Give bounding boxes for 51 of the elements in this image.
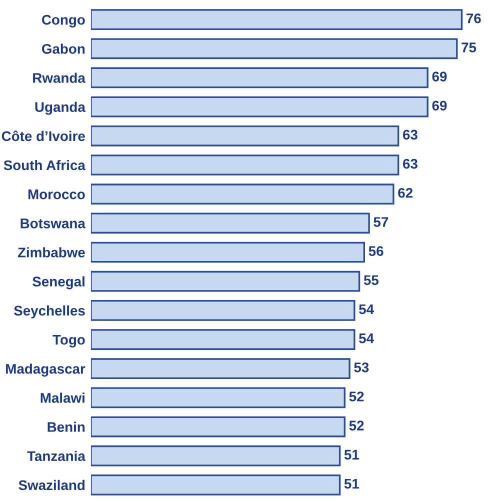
- bar: [90, 270, 360, 292]
- data-label: 51: [344, 450, 360, 460]
- bar: [90, 387, 346, 408]
- y-tick-label: Seychelles: [14, 305, 85, 318]
- data-label: 54: [359, 304, 374, 314]
- data-label: 51: [344, 478, 360, 489]
- data-label: 53: [354, 362, 369, 372]
- data-label: 63: [403, 130, 418, 140]
- y-tick-label: Zimbabwe: [18, 247, 85, 258]
- data-label: 76: [466, 13, 481, 24]
- bar: [90, 154, 400, 176]
- bar: [90, 445, 341, 466]
- bar: [90, 38, 458, 60]
- y-tick-label: South Africa: [4, 160, 86, 170]
- bar: [90, 9, 463, 30]
- bar: [90, 184, 394, 205]
- y-tick-label: Congo: [42, 14, 85, 28]
- data-label: 63: [403, 158, 418, 169]
- y-tick-label: Swaziland: [18, 480, 84, 490]
- data-label: 52: [349, 392, 364, 402]
- y-tick-label: Rwanda: [33, 72, 86, 83]
- data-label: 54: [359, 334, 374, 344]
- y-tick-label: Benin: [48, 422, 85, 432]
- bar: [90, 329, 356, 350]
- y-tick-label: Tanzania: [27, 450, 86, 462]
- bar: [90, 125, 400, 146]
- y-tick-label: Togo: [52, 334, 85, 348]
- y-tick-label: Gabon: [42, 44, 85, 54]
- data-label: 57: [374, 217, 388, 227]
- bar: [90, 474, 341, 496]
- y-tick-label: Madagascar: [6, 364, 86, 377]
- bar: [90, 300, 356, 321]
- y-tick-label: Morocco: [28, 190, 85, 200]
- y-tick-label: Uganda: [35, 102, 86, 115]
- bar: [90, 416, 346, 438]
- y-tick-label: Côte d’Ivoire: [2, 130, 85, 142]
- bar: [90, 358, 350, 380]
- data-label: 56: [368, 246, 384, 256]
- data-label: 55: [364, 275, 379, 286]
- data-label: 52: [349, 420, 364, 430]
- bar: [90, 96, 428, 118]
- data-label: 62: [398, 188, 413, 198]
- data-label: 69: [432, 72, 447, 82]
- y-tick-label: Malawi: [40, 392, 84, 403]
- data-label: 69: [432, 100, 447, 111]
- y-tick-label: Senegal: [32, 276, 84, 290]
- bar: [90, 212, 370, 234]
- y-tick-label: Botswana: [20, 218, 86, 228]
- bar: [90, 67, 428, 88]
- bar: [90, 242, 366, 263]
- data-label: 75: [462, 42, 476, 52]
